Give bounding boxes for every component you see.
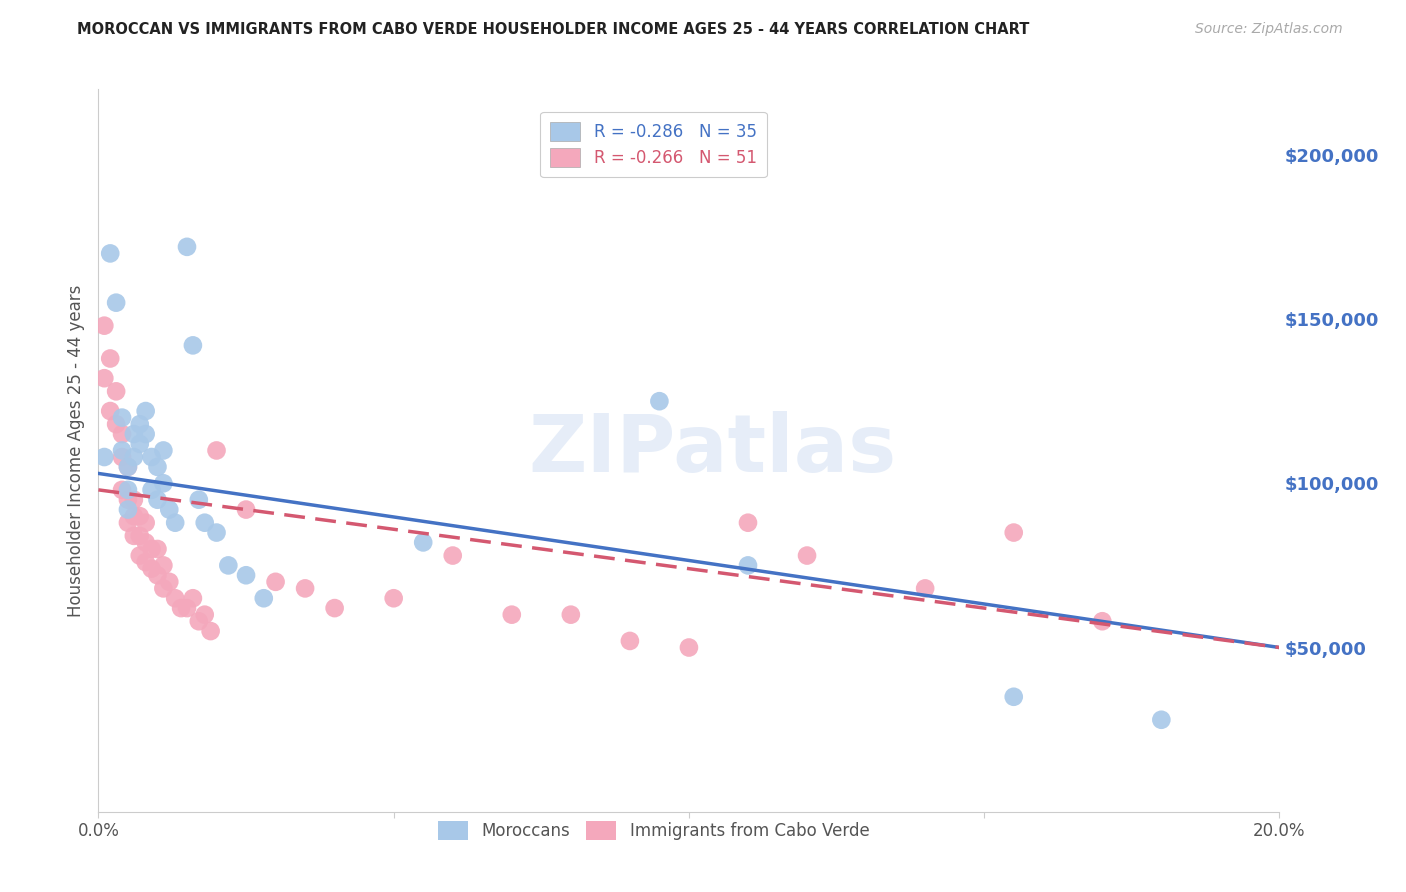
Point <box>111 483 134 497</box>
Point <box>105 295 128 310</box>
Point <box>205 443 228 458</box>
Point <box>253 591 276 606</box>
Point <box>146 568 169 582</box>
Point <box>170 601 193 615</box>
Point <box>441 549 464 563</box>
Point <box>111 427 134 442</box>
Point <box>141 541 163 556</box>
Point <box>1002 690 1025 704</box>
Point <box>165 591 187 606</box>
Point <box>117 459 139 474</box>
Point <box>141 483 163 497</box>
Point <box>93 371 115 385</box>
Point <box>93 318 115 333</box>
Point <box>128 417 150 432</box>
Point <box>152 476 174 491</box>
Point <box>217 558 239 573</box>
Point <box>146 541 169 556</box>
Point <box>678 640 700 655</box>
Point <box>187 614 209 628</box>
Point <box>128 437 150 451</box>
Point <box>200 624 222 639</box>
Point <box>1002 525 1025 540</box>
Point <box>135 427 157 442</box>
Point <box>117 459 139 474</box>
Point <box>294 582 316 596</box>
Point <box>98 351 121 366</box>
Point <box>235 568 257 582</box>
Legend: Moroccans, Immigrants from Cabo Verde: Moroccans, Immigrants from Cabo Verde <box>430 814 876 847</box>
Point <box>560 607 582 622</box>
Point <box>1091 614 1114 628</box>
Point <box>122 492 145 507</box>
Point <box>122 509 145 524</box>
Point <box>98 246 121 260</box>
Point <box>122 529 145 543</box>
Point <box>146 459 169 474</box>
Point <box>796 549 818 563</box>
Point <box>141 450 163 464</box>
Point <box>128 529 150 543</box>
Point <box>105 417 128 432</box>
Point <box>111 410 134 425</box>
Point <box>737 516 759 530</box>
Point <box>412 535 434 549</box>
Point <box>152 582 174 596</box>
Point <box>128 509 150 524</box>
Y-axis label: Householder Income Ages 25 - 44 years: Householder Income Ages 25 - 44 years <box>66 285 84 616</box>
Point <box>194 516 217 530</box>
Point <box>122 427 145 442</box>
Text: ZIPatlas: ZIPatlas <box>529 411 897 490</box>
Point <box>648 394 671 409</box>
Point <box>122 450 145 464</box>
Point <box>619 634 641 648</box>
Point <box>205 525 228 540</box>
Point <box>146 492 169 507</box>
Point <box>135 535 157 549</box>
Point <box>264 574 287 589</box>
Point <box>128 549 150 563</box>
Text: Source: ZipAtlas.com: Source: ZipAtlas.com <box>1195 22 1343 37</box>
Point <box>323 601 346 615</box>
Point <box>105 384 128 399</box>
Point <box>194 607 217 622</box>
Point <box>501 607 523 622</box>
Point <box>176 601 198 615</box>
Point <box>135 404 157 418</box>
Point <box>98 404 121 418</box>
Point <box>187 492 209 507</box>
Point <box>914 582 936 596</box>
Point <box>135 516 157 530</box>
Point <box>176 240 198 254</box>
Point <box>235 502 257 516</box>
Point <box>152 443 174 458</box>
Point <box>1150 713 1173 727</box>
Point <box>111 443 134 458</box>
Point <box>117 516 139 530</box>
Point <box>117 483 139 497</box>
Point <box>382 591 405 606</box>
Point <box>117 502 139 516</box>
Point <box>181 338 204 352</box>
Point <box>111 450 134 464</box>
Point <box>181 591 204 606</box>
Point <box>737 558 759 573</box>
Text: MOROCCAN VS IMMIGRANTS FROM CABO VERDE HOUSEHOLDER INCOME AGES 25 - 44 YEARS COR: MOROCCAN VS IMMIGRANTS FROM CABO VERDE H… <box>77 22 1029 37</box>
Point <box>157 502 180 516</box>
Point <box>157 574 180 589</box>
Point <box>152 558 174 573</box>
Point <box>93 450 115 464</box>
Point <box>117 492 139 507</box>
Point <box>141 562 163 576</box>
Point <box>165 516 187 530</box>
Point <box>135 555 157 569</box>
